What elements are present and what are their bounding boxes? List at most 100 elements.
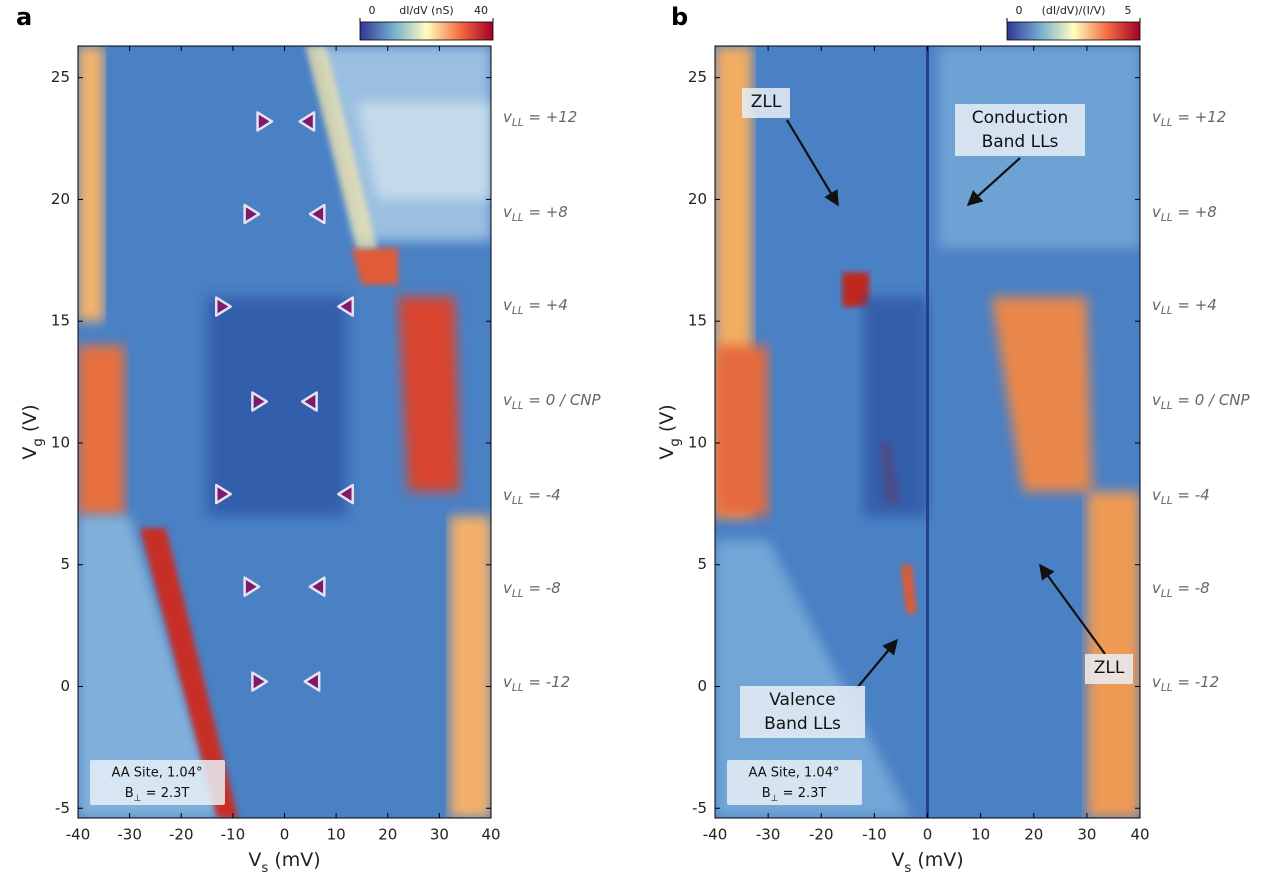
y-tick-label: 20 <box>688 190 707 208</box>
y-tick-label: 20 <box>51 190 70 208</box>
triangle-marker <box>256 111 274 132</box>
map-feature <box>398 296 461 492</box>
y-axis-label-main: V <box>656 447 678 460</box>
map-feature <box>78 516 223 818</box>
triangle-marker <box>308 576 326 597</box>
x-tick-label: 10 <box>971 826 990 844</box>
map-feature <box>78 345 125 517</box>
triangle-marker <box>215 483 232 505</box>
level-label-main: v <box>503 108 513 126</box>
x-tick-label: -40 <box>703 826 728 844</box>
level-label-rest: = -8 <box>524 579 561 597</box>
inset-text-main: B <box>762 786 771 801</box>
inset-box <box>90 760 225 805</box>
heatmap <box>78 46 491 818</box>
y-axis-label-sub: g <box>668 438 683 446</box>
map-feature <box>356 102 491 200</box>
level-label: vLL = +4 <box>1152 296 1217 318</box>
map-feature <box>139 528 239 818</box>
map-feature <box>78 46 104 322</box>
colorbar-label: dI/dV (nS) <box>399 4 453 17</box>
level-label-main: v <box>1152 673 1162 691</box>
annotation-arrow <box>856 638 898 689</box>
level-label: vLL = +8 <box>1152 203 1217 225</box>
inset-text: AA Site, 1.04° <box>749 766 840 781</box>
level-label-rest: = +8 <box>1173 203 1217 221</box>
inset-text-sub: ⊥ <box>771 794 779 804</box>
panel-label: a <box>16 3 32 31</box>
level-label-rest: = +8 <box>524 203 568 221</box>
level-label: vLL = -12 <box>1152 673 1219 695</box>
inset-text: B⊥ = 2.3T <box>125 786 190 804</box>
annotation-text: ZLL <box>751 92 782 112</box>
x-tick-label: -30 <box>756 826 781 844</box>
y-axis-label-rest: (V) <box>656 404 678 438</box>
y-tick-label: 15 <box>688 312 707 330</box>
triangle-marker <box>251 391 269 412</box>
x-tick-label: -30 <box>117 826 142 844</box>
level-label: vLL = -12 <box>503 673 570 695</box>
level-label-main: v <box>503 486 513 504</box>
level-label-sub: LL <box>512 117 524 129</box>
colorbar <box>359 21 494 41</box>
triangle-marker <box>337 483 354 505</box>
level-label: vLL = +12 <box>503 108 577 130</box>
x-tick-label: 10 <box>327 826 346 844</box>
y-tick-label: 0 <box>697 677 707 695</box>
level-label-rest: = -8 <box>1173 579 1210 597</box>
level-label: vLL = +12 <box>1152 108 1226 130</box>
x-axis-label-sub: s <box>261 861 268 876</box>
x-axis-label-main: V <box>891 849 904 871</box>
colorbar-tick-label: 5 <box>1125 4 1132 17</box>
map-feature <box>207 296 347 517</box>
map-feature <box>842 272 870 307</box>
y-axis-label-rest: (V) <box>19 404 41 438</box>
x-tick-label: 40 <box>481 826 500 844</box>
level-label-main: v <box>1152 486 1162 504</box>
annotation-arrow <box>966 157 1021 207</box>
annotation-text: Band LLs <box>982 132 1059 152</box>
inset-text-sub: ⊥ <box>134 794 142 804</box>
annotation-arrow <box>1039 563 1106 655</box>
map-feature <box>900 564 917 614</box>
triangle-marker <box>243 203 261 225</box>
level-label: vLL = +8 <box>503 203 568 225</box>
level-label-sub: LL <box>512 682 524 694</box>
x-tick-label: -20 <box>169 826 194 844</box>
level-label: vLL = -4 <box>1152 486 1210 508</box>
map-feature <box>351 248 399 285</box>
level-label-main: v <box>1152 203 1162 221</box>
level-label: vLL = -4 <box>503 486 561 508</box>
y-tick-label: 25 <box>51 68 70 86</box>
annotation-text: ZLL <box>1094 658 1125 678</box>
level-label-sub: LL <box>512 212 524 224</box>
x-tick-label: -10 <box>221 826 246 844</box>
annotation-box <box>740 686 865 738</box>
annotation-box <box>1085 654 1133 684</box>
map-feature <box>991 296 1093 492</box>
annotation-text: Band LLs <box>764 714 841 734</box>
x-tick-label: -40 <box>66 826 91 844</box>
x-tick-label: 40 <box>1130 826 1149 844</box>
x-axis-label-rest: (mV) <box>268 849 320 871</box>
level-label-sub: LL <box>1161 117 1173 129</box>
inset-text: B⊥ = 2.3T <box>762 786 827 804</box>
annotation-box <box>742 88 790 118</box>
level-label-sub: LL <box>1161 305 1173 317</box>
level-label-main: v <box>503 391 513 409</box>
level-label-main: v <box>1152 579 1162 597</box>
colorbar-label: (dI/dV)/(I/V) <box>1042 4 1106 17</box>
x-axis-label-main: V <box>248 849 261 871</box>
inset-text: AA Site, 1.04° <box>112 766 203 781</box>
triangle-marker <box>300 391 318 412</box>
level-label-rest: = +4 <box>524 296 568 314</box>
level-label-rest: = +12 <box>1173 108 1227 126</box>
level-label-sub: LL <box>512 588 524 600</box>
x-tick-label: 30 <box>430 826 449 844</box>
level-label-sub: LL <box>1161 588 1173 600</box>
level-label-rest: = 0 / CNP <box>1173 391 1251 409</box>
level-label-sub: LL <box>512 400 524 412</box>
x-tick-label: 0 <box>923 826 933 844</box>
inset-box <box>727 760 862 805</box>
